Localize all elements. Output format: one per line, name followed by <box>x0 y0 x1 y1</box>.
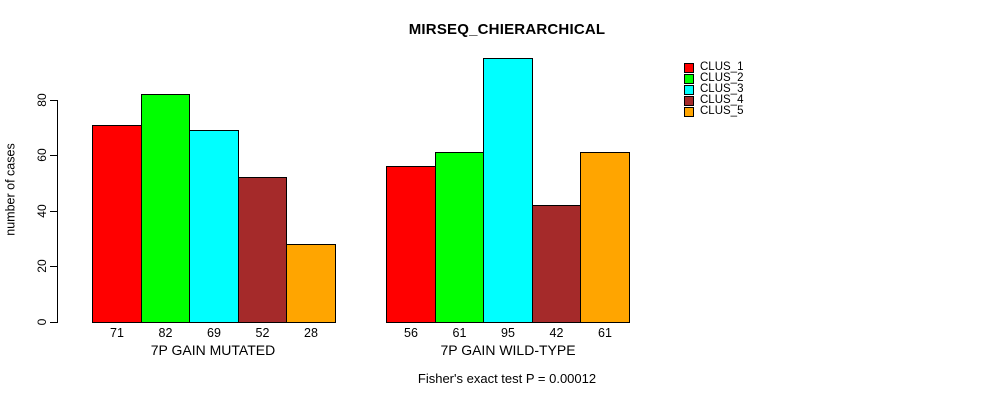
legend-item: CLUS_3 <box>684 83 744 95</box>
bar-clus-1-mutated <box>92 125 142 323</box>
legend-item: CLUS_2 <box>684 72 744 84</box>
chart-title: MIRSEQ_CHIERARCHICAL <box>408 21 606 38</box>
legend-label: CLUS_3 <box>700 83 744 95</box>
bar-value-label: 82 <box>158 326 173 340</box>
bar-clus-4-mutated <box>238 177 287 323</box>
bar-value-label: 69 <box>207 326 221 340</box>
y-tick-label: 0 <box>35 318 49 326</box>
bar-value-label: 61 <box>598 326 612 340</box>
bar-value-label: 56 <box>404 326 418 340</box>
x-group-label-wild-type: 7P GAIN WILD-TYPE <box>440 342 576 358</box>
y-axis-title: number of cases <box>3 143 18 236</box>
y-tick <box>50 155 58 156</box>
bar-value-label: 52 <box>255 326 270 340</box>
legend-item: CLUS_5 <box>684 105 744 117</box>
legend-swatch-clus-3 <box>684 84 694 95</box>
bar-value-label: 28 <box>304 326 318 340</box>
legend-swatch-clus-1 <box>684 62 694 73</box>
y-tick-label: 60 <box>35 148 49 162</box>
y-tick-label: 20 <box>35 259 49 273</box>
legend: CLUS_1 CLUS_2 CLUS_3 CLUS_4 CLUS_5 <box>684 61 744 117</box>
chart-subtitle: Fisher's exact test P = 0.00012 <box>417 371 597 386</box>
legend-swatch-clus-2 <box>684 73 694 84</box>
bar-value-label: 95 <box>501 326 515 340</box>
bar-clus-3-wild-type <box>483 58 533 323</box>
legend-swatch-clus-5 <box>684 106 694 117</box>
legend-swatch-clus-4 <box>684 95 694 106</box>
legend-label: CLUS_5 <box>700 105 744 117</box>
x-group-label-mutated: 7P GAIN MUTATED <box>150 342 276 358</box>
legend-item: CLUS_1 <box>684 61 744 73</box>
y-tick-label: 80 <box>35 93 49 107</box>
bar-clus-5-mutated <box>286 244 336 323</box>
bar-clus-4-wild-type <box>532 205 581 323</box>
bar-clus-5-wild-type <box>580 152 630 323</box>
bar-value-label: 71 <box>110 326 124 340</box>
y-tick <box>50 322 58 323</box>
legend-label: CLUS_4 <box>700 94 744 106</box>
bar-value-label: 61 <box>452 326 467 340</box>
bar-clus-2-wild-type <box>435 152 484 323</box>
legend-label: CLUS_2 <box>700 72 744 84</box>
legend-label: CLUS_1 <box>700 61 744 73</box>
legend-item: CLUS_4 <box>684 94 744 106</box>
y-tick-label: 40 <box>35 204 49 218</box>
bar-clus-1-wild-type <box>386 166 436 323</box>
bar-clus-3-mutated <box>189 130 239 323</box>
bar-clus-2-mutated <box>141 94 190 323</box>
bar-value-label: 42 <box>549 326 564 340</box>
y-tick <box>50 100 58 101</box>
y-tick <box>50 266 58 267</box>
y-tick <box>50 211 58 212</box>
